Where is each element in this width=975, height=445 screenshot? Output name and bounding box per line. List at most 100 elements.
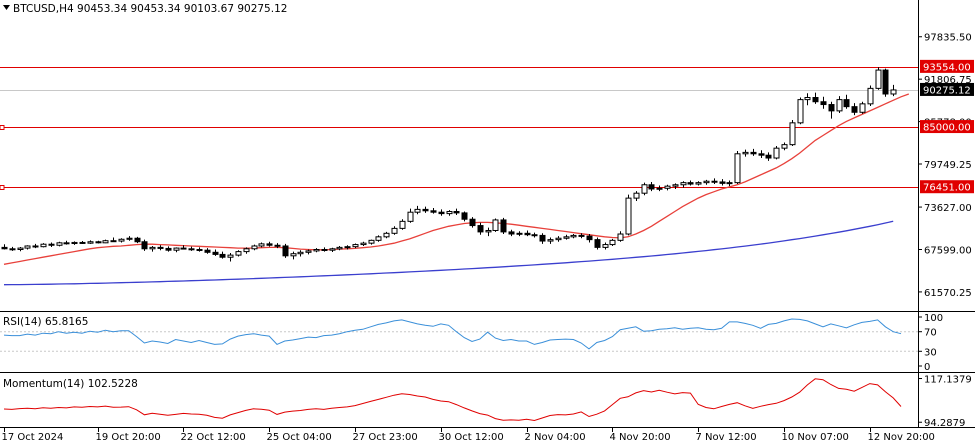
candle[interactable]: [126, 236, 133, 241]
collapse-triangle-icon[interactable]: [3, 5, 10, 10]
candle[interactable]: [539, 233, 546, 244]
candle[interactable]: [336, 245, 343, 251]
candle[interactable]: [9, 246, 16, 251]
candle[interactable]: [368, 239, 375, 245]
candle[interactable]: [875, 67, 882, 90]
candle[interactable]: [461, 211, 468, 222]
candle[interactable]: [773, 146, 780, 160]
candle[interactable]: [578, 233, 585, 239]
candle[interactable]: [547, 237, 554, 244]
candle[interactable]: [656, 185, 663, 192]
candle[interactable]: [781, 142, 788, 151]
level-handle[interactable]: [0, 125, 5, 130]
candle[interactable]: [188, 246, 195, 251]
candle[interactable]: [469, 217, 476, 228]
candle[interactable]: [758, 150, 765, 159]
candle[interactable]: [430, 207, 437, 214]
candle[interactable]: [118, 238, 125, 243]
candle[interactable]: [134, 236, 141, 244]
candle[interactable]: [258, 242, 265, 248]
candle[interactable]: [40, 243, 47, 248]
momentum-panel[interactable]: Momentum(14) 102.5228: [3, 378, 902, 422]
candle[interactable]: [95, 240, 102, 244]
candle[interactable]: [804, 93, 811, 106]
candle[interactable]: [235, 250, 242, 257]
candle[interactable]: [1, 244, 8, 250]
candle[interactable]: [867, 85, 874, 106]
candle[interactable]: [414, 205, 421, 215]
candle[interactable]: [516, 231, 523, 237]
candle[interactable]: [664, 184, 671, 191]
candle[interactable]: [157, 245, 164, 251]
candle[interactable]: [602, 242, 609, 250]
candle[interactable]: [812, 92, 819, 104]
candle[interactable]: [383, 231, 390, 239]
candle[interactable]: [719, 179, 726, 186]
candle[interactable]: [180, 245, 187, 250]
candle[interactable]: [742, 149, 749, 157]
candle[interactable]: [375, 235, 382, 242]
candle[interactable]: [843, 94, 850, 109]
candle[interactable]: [485, 227, 492, 237]
candle[interactable]: [726, 180, 733, 187]
candle[interactable]: [196, 247, 203, 252]
candle[interactable]: [305, 249, 312, 255]
candle[interactable]: [32, 243, 39, 249]
candle[interactable]: [219, 251, 226, 259]
candle[interactable]: [282, 243, 289, 258]
candle[interactable]: [500, 217, 507, 235]
candle[interactable]: [882, 68, 889, 97]
candle[interactable]: [531, 232, 538, 238]
candle[interactable]: [173, 247, 180, 253]
price-panel[interactable]: [0, 67, 918, 286]
candle[interactable]: [399, 219, 406, 230]
candle[interactable]: [48, 242, 55, 248]
candle[interactable]: [251, 244, 258, 251]
candle[interactable]: [422, 206, 429, 213]
candle[interactable]: [110, 237, 117, 243]
candle[interactable]: [851, 103, 858, 116]
candle[interactable]: [329, 247, 336, 252]
candle[interactable]: [789, 120, 796, 147]
candle[interactable]: [890, 84, 897, 97]
candle[interactable]: [446, 210, 453, 216]
candle[interactable]: [836, 96, 843, 113]
candle[interactable]: [290, 251, 297, 260]
level-handle[interactable]: [0, 185, 5, 190]
candle[interactable]: [407, 208, 414, 223]
candle[interactable]: [313, 248, 320, 253]
candle[interactable]: [297, 250, 304, 257]
candle[interactable]: [703, 179, 710, 185]
candle[interactable]: [672, 183, 679, 189]
candle[interactable]: [477, 222, 484, 235]
candle[interactable]: [586, 234, 593, 243]
candle[interactable]: [563, 234, 570, 240]
candle[interactable]: [617, 231, 624, 242]
candle[interactable]: [204, 248, 211, 254]
candle[interactable]: [625, 194, 632, 236]
candle[interactable]: [453, 208, 460, 216]
candle[interactable]: [828, 101, 835, 119]
candle[interactable]: [149, 245, 156, 252]
candle[interactable]: [24, 245, 31, 250]
candle[interactable]: [56, 241, 63, 247]
candle[interactable]: [711, 178, 718, 185]
candle[interactable]: [820, 96, 827, 109]
candle[interactable]: [594, 237, 601, 250]
candle[interactable]: [633, 191, 640, 201]
candle[interactable]: [680, 181, 687, 188]
candle[interactable]: [648, 181, 655, 192]
candle[interactable]: [266, 241, 273, 247]
candle[interactable]: [609, 238, 616, 246]
candle[interactable]: [17, 247, 24, 252]
candle[interactable]: [508, 229, 515, 237]
candle[interactable]: [360, 241, 367, 246]
candle[interactable]: [274, 243, 281, 249]
candle[interactable]: [102, 239, 109, 244]
candle[interactable]: [243, 247, 250, 254]
candle[interactable]: [87, 240, 94, 244]
candle[interactable]: [687, 180, 694, 186]
candle[interactable]: [63, 240, 70, 245]
candle[interactable]: [321, 247, 328, 252]
